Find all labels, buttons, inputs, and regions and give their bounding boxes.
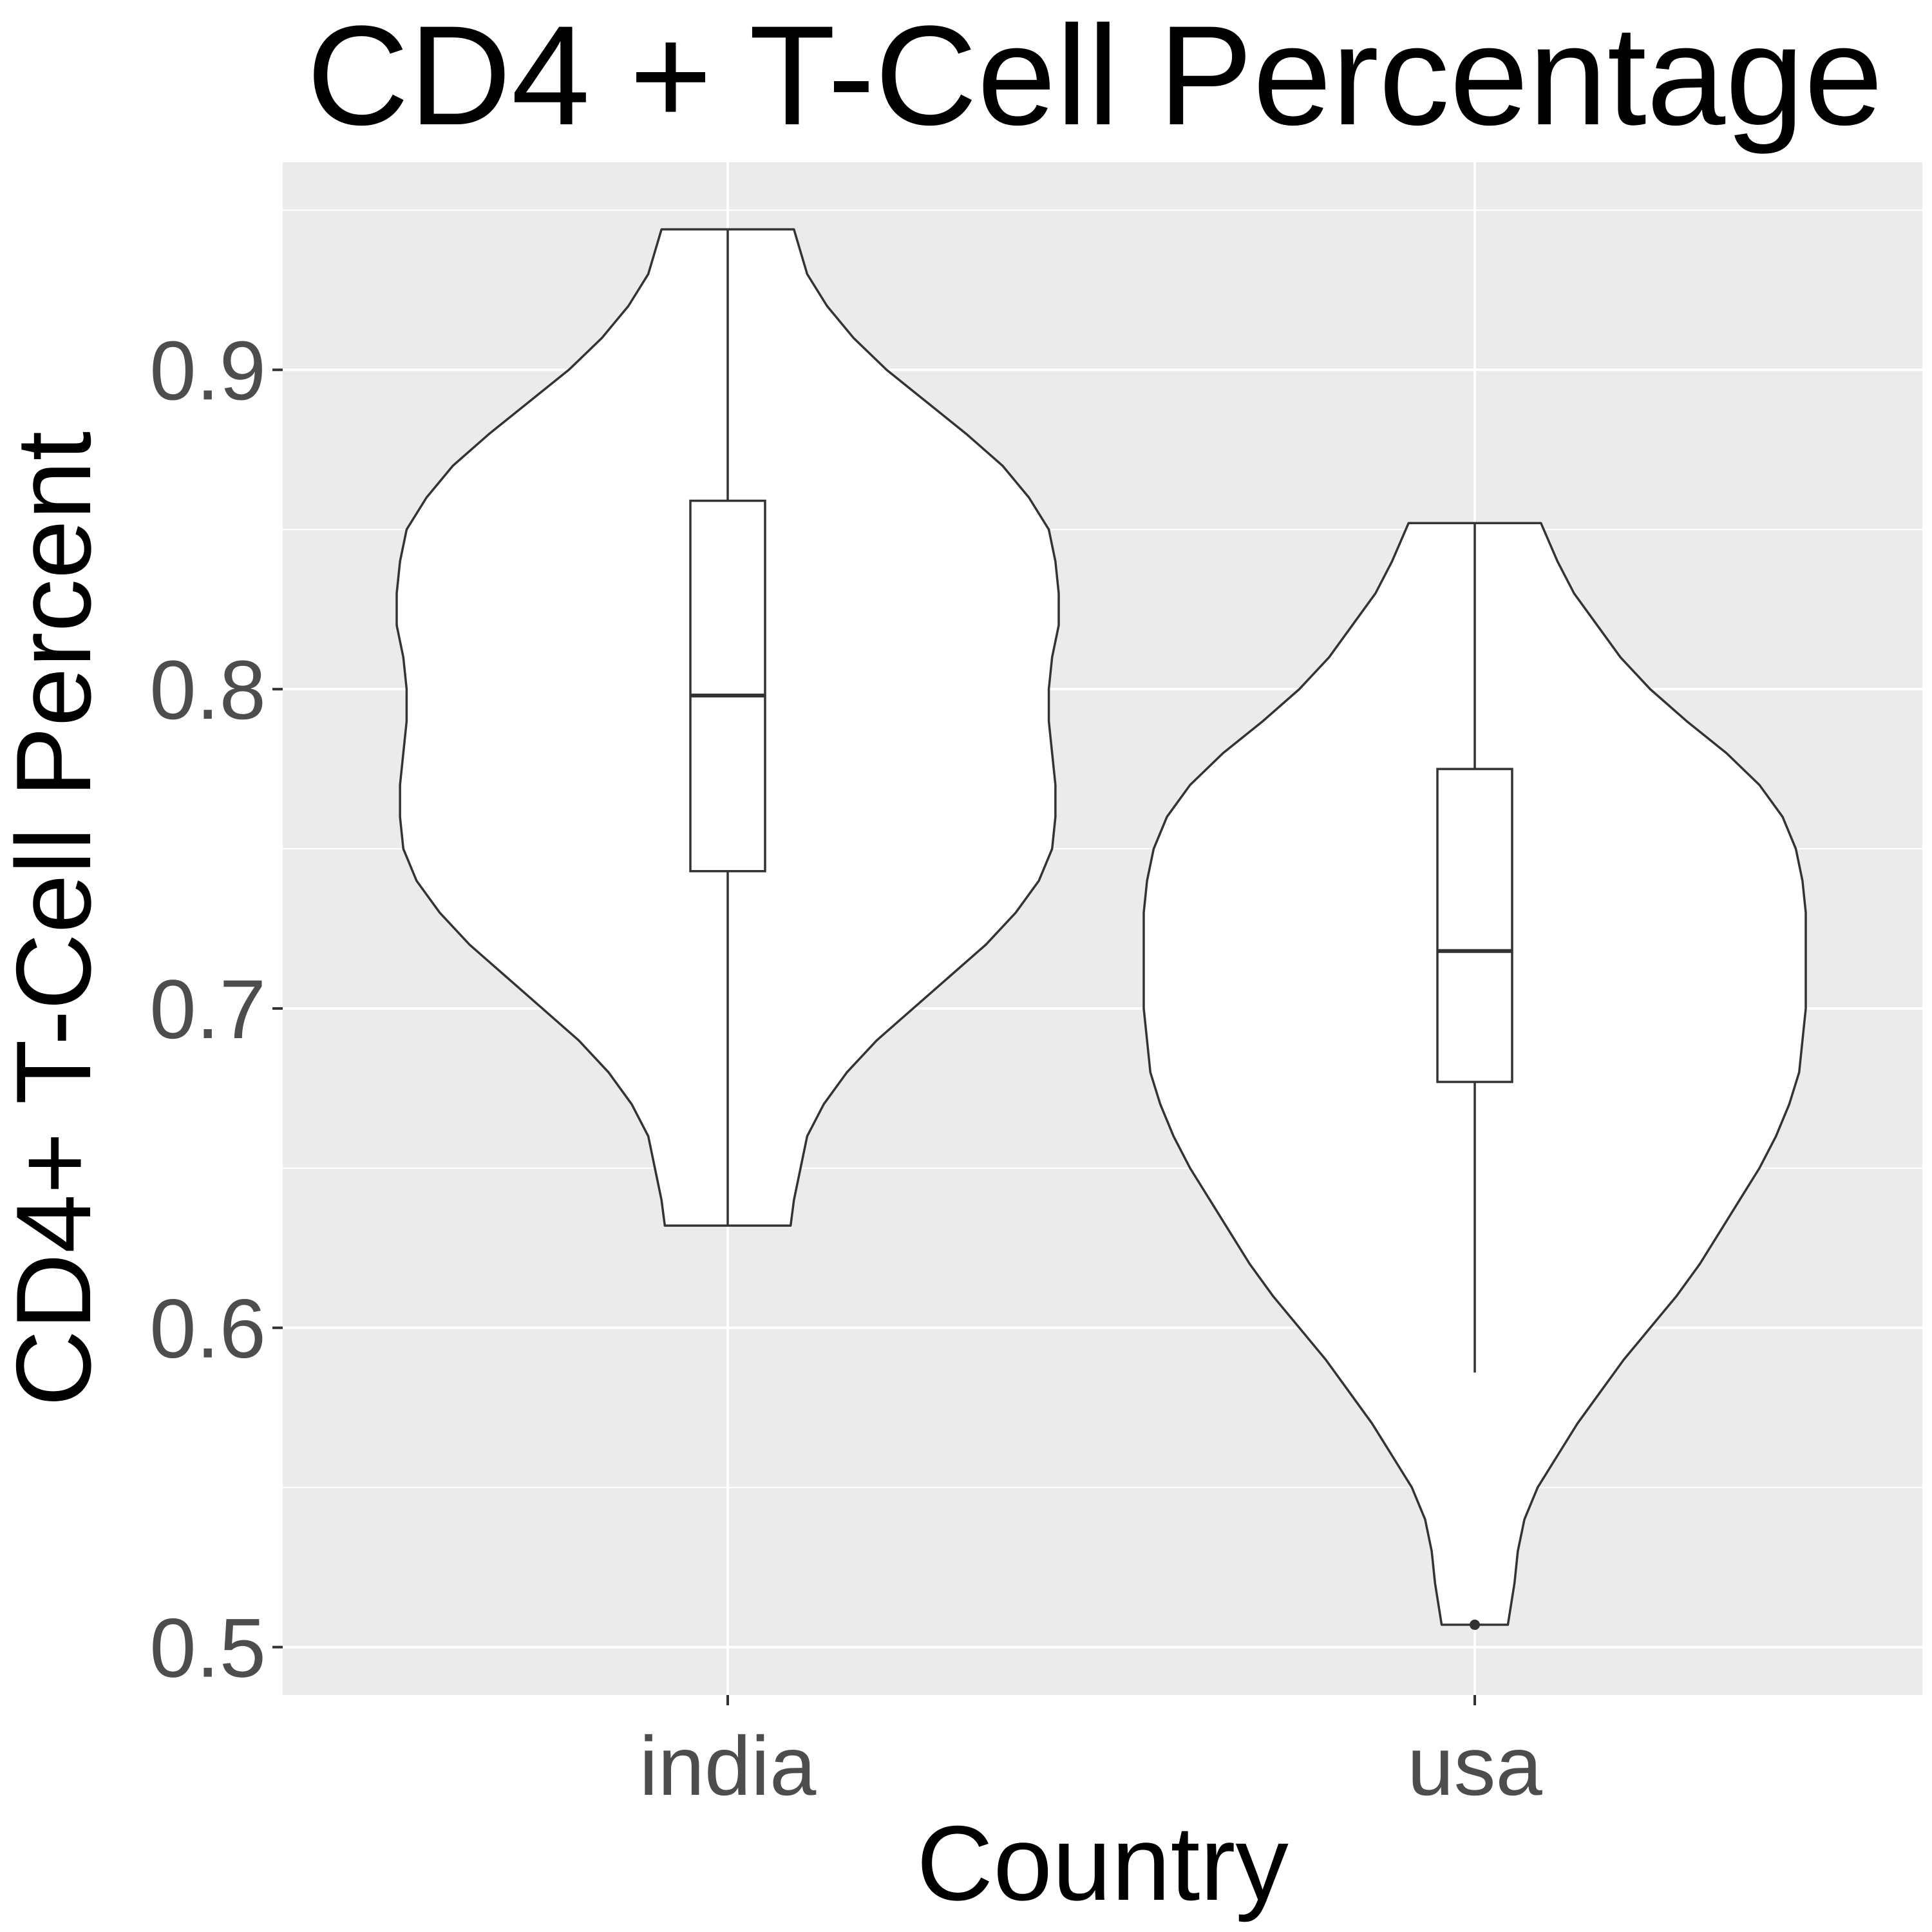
y-axis-title: CD4+ T-Cell Percent	[0, 431, 113, 1407]
outlier-point-usa	[1470, 1619, 1480, 1630]
x-tick-label-india: india	[639, 1719, 817, 1813]
x-axis-title: Country	[916, 1804, 1289, 1922]
axes: 0.5 0.6 0.7 0.8 0.9 india usa	[149, 323, 1542, 1813]
y-tick-label: 0.8	[149, 643, 266, 737]
chart-title: CD4 + T-Cell Percentage	[307, 0, 1883, 155]
box-india	[689, 499, 766, 873]
x-tick-label-usa: usa	[1407, 1719, 1542, 1813]
y-tick-label: 0.5	[149, 1601, 266, 1695]
box-usa	[1436, 768, 1513, 1083]
y-tick-label: 0.7	[149, 962, 266, 1056]
y-tick-label: 0.9	[149, 323, 266, 417]
y-tick-label: 0.6	[149, 1282, 266, 1376]
violins	[395, 228, 1807, 1630]
